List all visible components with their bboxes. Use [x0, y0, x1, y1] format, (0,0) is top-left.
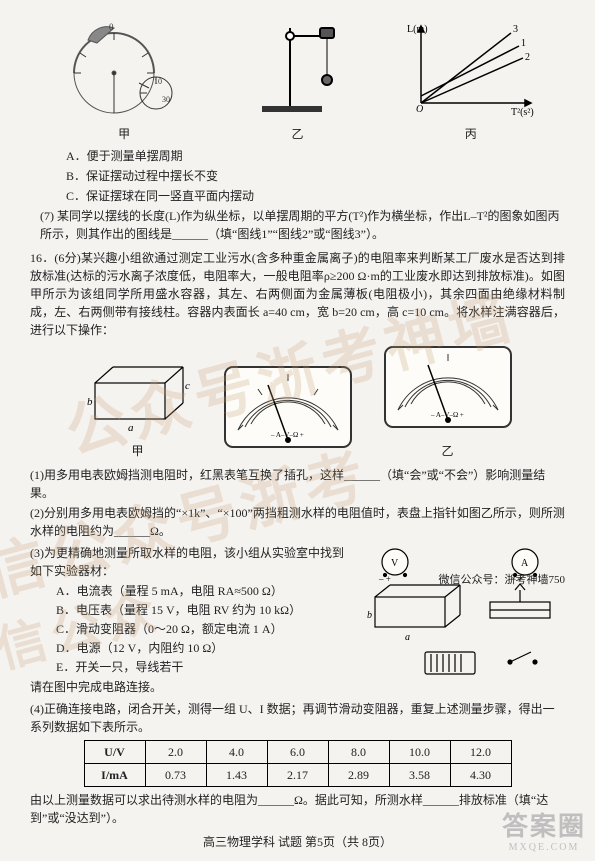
side-note: 微信公众号：浙考神墙750	[439, 572, 566, 589]
q16-sub4: (4)正确连接电路，闭合开关，测得一组 U、I 数据；再调节滑动变阻器，重复上述…	[30, 700, 565, 736]
svg-text:V: V	[391, 558, 399, 569]
option-a: A．便于测量单摆周期	[66, 147, 565, 165]
fig-caption-bing: 丙	[401, 125, 541, 143]
q16-conclusion: 由以上测量数据可以求出待测水样的电阻为______Ω。据此可知，所测水样____…	[30, 791, 565, 827]
q16-stem: 16．(6分)某兴趣小组欲通过测定工业污水(含多种重金属离子)的电阻率来判断某工…	[30, 249, 565, 339]
q16-sub2: (2)分别用多用电表欧姆挡的“×1k”、“×100”两挡粗测水样的电阻值时，表盘…	[30, 504, 565, 540]
fig-caption-jia: 甲	[54, 125, 194, 143]
svg-text:a: a	[128, 422, 134, 434]
chart-line3: 3	[513, 24, 518, 35]
th-i: I/mA	[84, 764, 145, 787]
question-16: 16．(6分)某兴趣小组欲通过测定工业污水(含多种重金属离子)的电阻率来判断某工…	[30, 249, 565, 827]
q16-sub1: (1)用多用电表欧姆挡测电阻时，红黑表笔互换了插孔，这样______（填“会”或…	[30, 466, 565, 502]
q16-sub3-tail: 请在图中完成电路连接。	[30, 678, 349, 696]
corner-logo: 答案圈 MXQE.COM	[499, 814, 589, 855]
protractor-label-10: 10	[154, 77, 162, 86]
logo-big: 答案圈	[499, 814, 589, 840]
chart-ylabel: L(m)	[407, 24, 428, 35]
figure-meter-right: – A–V–Ω + 乙	[383, 345, 513, 460]
svg-text:b: b	[87, 396, 93, 408]
equip-a: A．电流表（量程 5 mA，电阻 RA≈500 Ω）	[56, 582, 349, 600]
top-figures-row: 0 10 30 甲	[30, 18, 565, 143]
svg-text:– +: – +	[378, 574, 391, 584]
question-7: (7) 某同学以摆线的长度(L)作为纵坐标，以单摆周期的平方(T²)作为横坐标，…	[40, 207, 565, 243]
svg-text:O: O	[416, 104, 423, 115]
option-c: C．保证摆球在同一竖直平面内摆动	[66, 187, 565, 205]
svg-text:c: c	[185, 380, 190, 392]
box-caption: 甲	[83, 442, 193, 460]
equip-c: C．滑动变阻器（0～20 Ω，额定电流 1 A）	[56, 620, 349, 638]
figure-circuit: V A – + – + a b	[355, 542, 565, 698]
figure-box: a b c 甲	[83, 355, 193, 460]
equip-e: E．开关一只，导线若干	[56, 658, 349, 676]
svg-text:0: 0	[109, 22, 114, 32]
q16-sub3-lead: (3)为更精确地测量所取水样的电阻，该小组从实验室中找到如下实验器材：	[30, 544, 349, 580]
figure-chart: L(m) T²(s²) O 3 1 2 丙	[401, 18, 541, 143]
svg-text:A: A	[521, 558, 529, 569]
figure-stand: 乙	[242, 18, 352, 143]
fig-caption-yi: 乙	[242, 125, 352, 143]
svg-text:b: b	[367, 610, 372, 621]
page-footer: 高三物理学科 试题 第5页（共 8页）	[30, 833, 565, 851]
equipment-options: A．电流表（量程 5 mA，电阻 RA≈500 Ω） B．电压表（量程 15 V…	[56, 582, 349, 676]
figure-meter-left: – A–V–Ω +	[223, 365, 353, 460]
logo-small: MXQE.COM	[499, 840, 589, 855]
th-u: U/V	[84, 741, 145, 764]
equip-b: B．电压表（量程 15 V，电阻 RV 约为 10 kΩ）	[56, 601, 349, 619]
chart-xlabel: T²(s²)	[511, 107, 534, 118]
protractor-label-30: 30	[162, 95, 170, 104]
chart-line1: 1	[521, 38, 526, 49]
option-b: B．保证摆动过程中摆长不变	[66, 167, 565, 185]
svg-text:– A–V–Ω +: – A–V–Ω +	[430, 411, 464, 419]
meter-caption: 乙	[383, 442, 513, 460]
equip-d: D．电源（12 V，内阻约 10 Ω）	[56, 639, 349, 657]
data-table: U/V 2.0 4.0 6.0 8.0 10.0 12.0 I/mA 0.73 …	[84, 740, 512, 787]
figure-protractor: 0 10 30 甲	[54, 18, 194, 143]
svg-text:– A–V–Ω +: – A–V–Ω +	[270, 431, 304, 439]
options-abc: A．便于测量单摆周期 B．保证摆动过程中摆长不变 C．保证摆球在同一竖直平面内摆…	[66, 147, 565, 205]
chart-line2: 2	[525, 52, 530, 63]
svg-text:a: a	[405, 632, 410, 643]
